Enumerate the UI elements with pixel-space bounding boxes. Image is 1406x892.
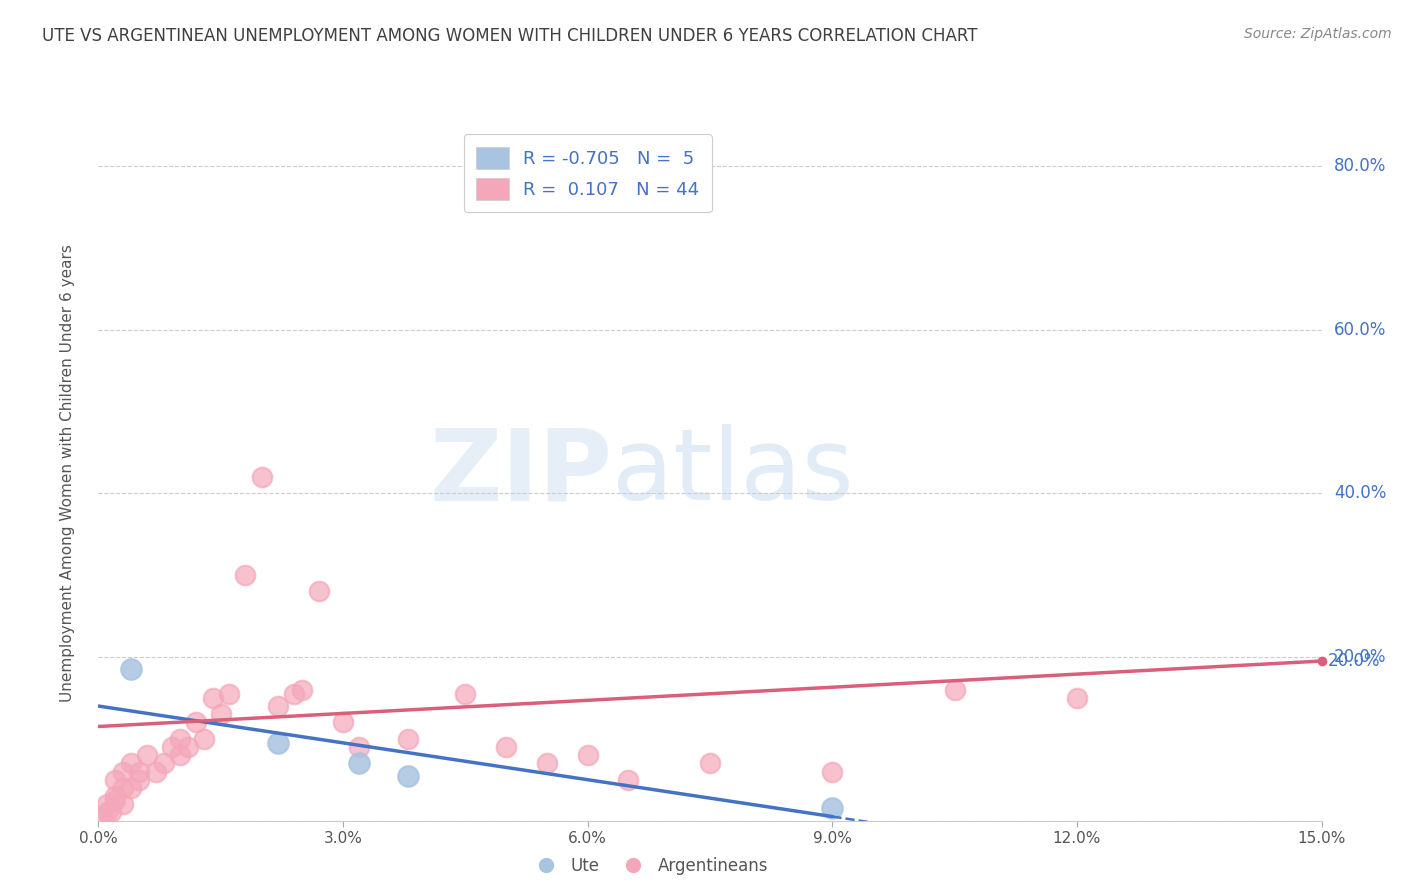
Legend: Ute, Argentineans: Ute, Argentineans	[523, 851, 775, 882]
Point	[104, 793, 127, 807]
Point	[821, 764, 844, 779]
Text: 60.0%: 60.0%	[1334, 320, 1386, 339]
Point	[349, 756, 371, 771]
Point	[136, 748, 159, 763]
Point	[152, 756, 174, 771]
Point	[169, 748, 191, 763]
Point	[617, 772, 640, 787]
Point	[193, 731, 215, 746]
Point	[104, 772, 127, 787]
Point	[120, 662, 142, 676]
Point	[160, 739, 183, 754]
Point	[308, 584, 330, 599]
Point	[96, 797, 118, 812]
Point	[177, 739, 200, 754]
Text: Source: ZipAtlas.com: Source: ZipAtlas.com	[1244, 27, 1392, 41]
Point	[332, 715, 354, 730]
Point	[91, 809, 114, 823]
Point	[536, 756, 558, 771]
Text: 80.0%: 80.0%	[1334, 157, 1386, 175]
Text: UTE VS ARGENTINEAN UNEMPLOYMENT AMONG WOMEN WITH CHILDREN UNDER 6 YEARS CORRELAT: UTE VS ARGENTINEAN UNEMPLOYMENT AMONG WO…	[42, 27, 977, 45]
Point	[169, 731, 191, 746]
Point	[233, 568, 256, 582]
Point	[111, 780, 134, 795]
Point	[396, 769, 419, 783]
Point	[291, 682, 314, 697]
Text: 20.0%: 20.0%	[1334, 648, 1386, 666]
Point	[201, 690, 224, 705]
Text: ZIP: ZIP	[429, 425, 612, 521]
Point	[128, 764, 150, 779]
Point	[111, 797, 134, 812]
Y-axis label: Unemployment Among Women with Children Under 6 years: Unemployment Among Women with Children U…	[60, 244, 75, 702]
Point	[104, 789, 127, 803]
Point	[396, 731, 419, 746]
Text: 20.0%: 20.0%	[1327, 652, 1381, 670]
Point	[120, 780, 142, 795]
Point	[209, 707, 232, 722]
Point	[267, 736, 290, 750]
Point	[218, 687, 240, 701]
Point	[250, 470, 273, 484]
Point	[1066, 690, 1088, 705]
Point	[120, 756, 142, 771]
Point	[145, 764, 167, 779]
Point	[267, 699, 290, 714]
Text: 40.0%: 40.0%	[1334, 484, 1386, 502]
Point	[111, 764, 134, 779]
Point	[96, 805, 118, 820]
Point	[186, 715, 208, 730]
Point	[821, 801, 844, 815]
Point	[495, 739, 517, 754]
Text: atlas: atlas	[612, 425, 853, 521]
Point	[576, 748, 599, 763]
Point	[100, 805, 122, 820]
Point	[349, 739, 371, 754]
Point	[128, 772, 150, 787]
Point	[283, 687, 305, 701]
Point	[943, 682, 966, 697]
Point	[454, 687, 477, 701]
Point	[699, 756, 721, 771]
